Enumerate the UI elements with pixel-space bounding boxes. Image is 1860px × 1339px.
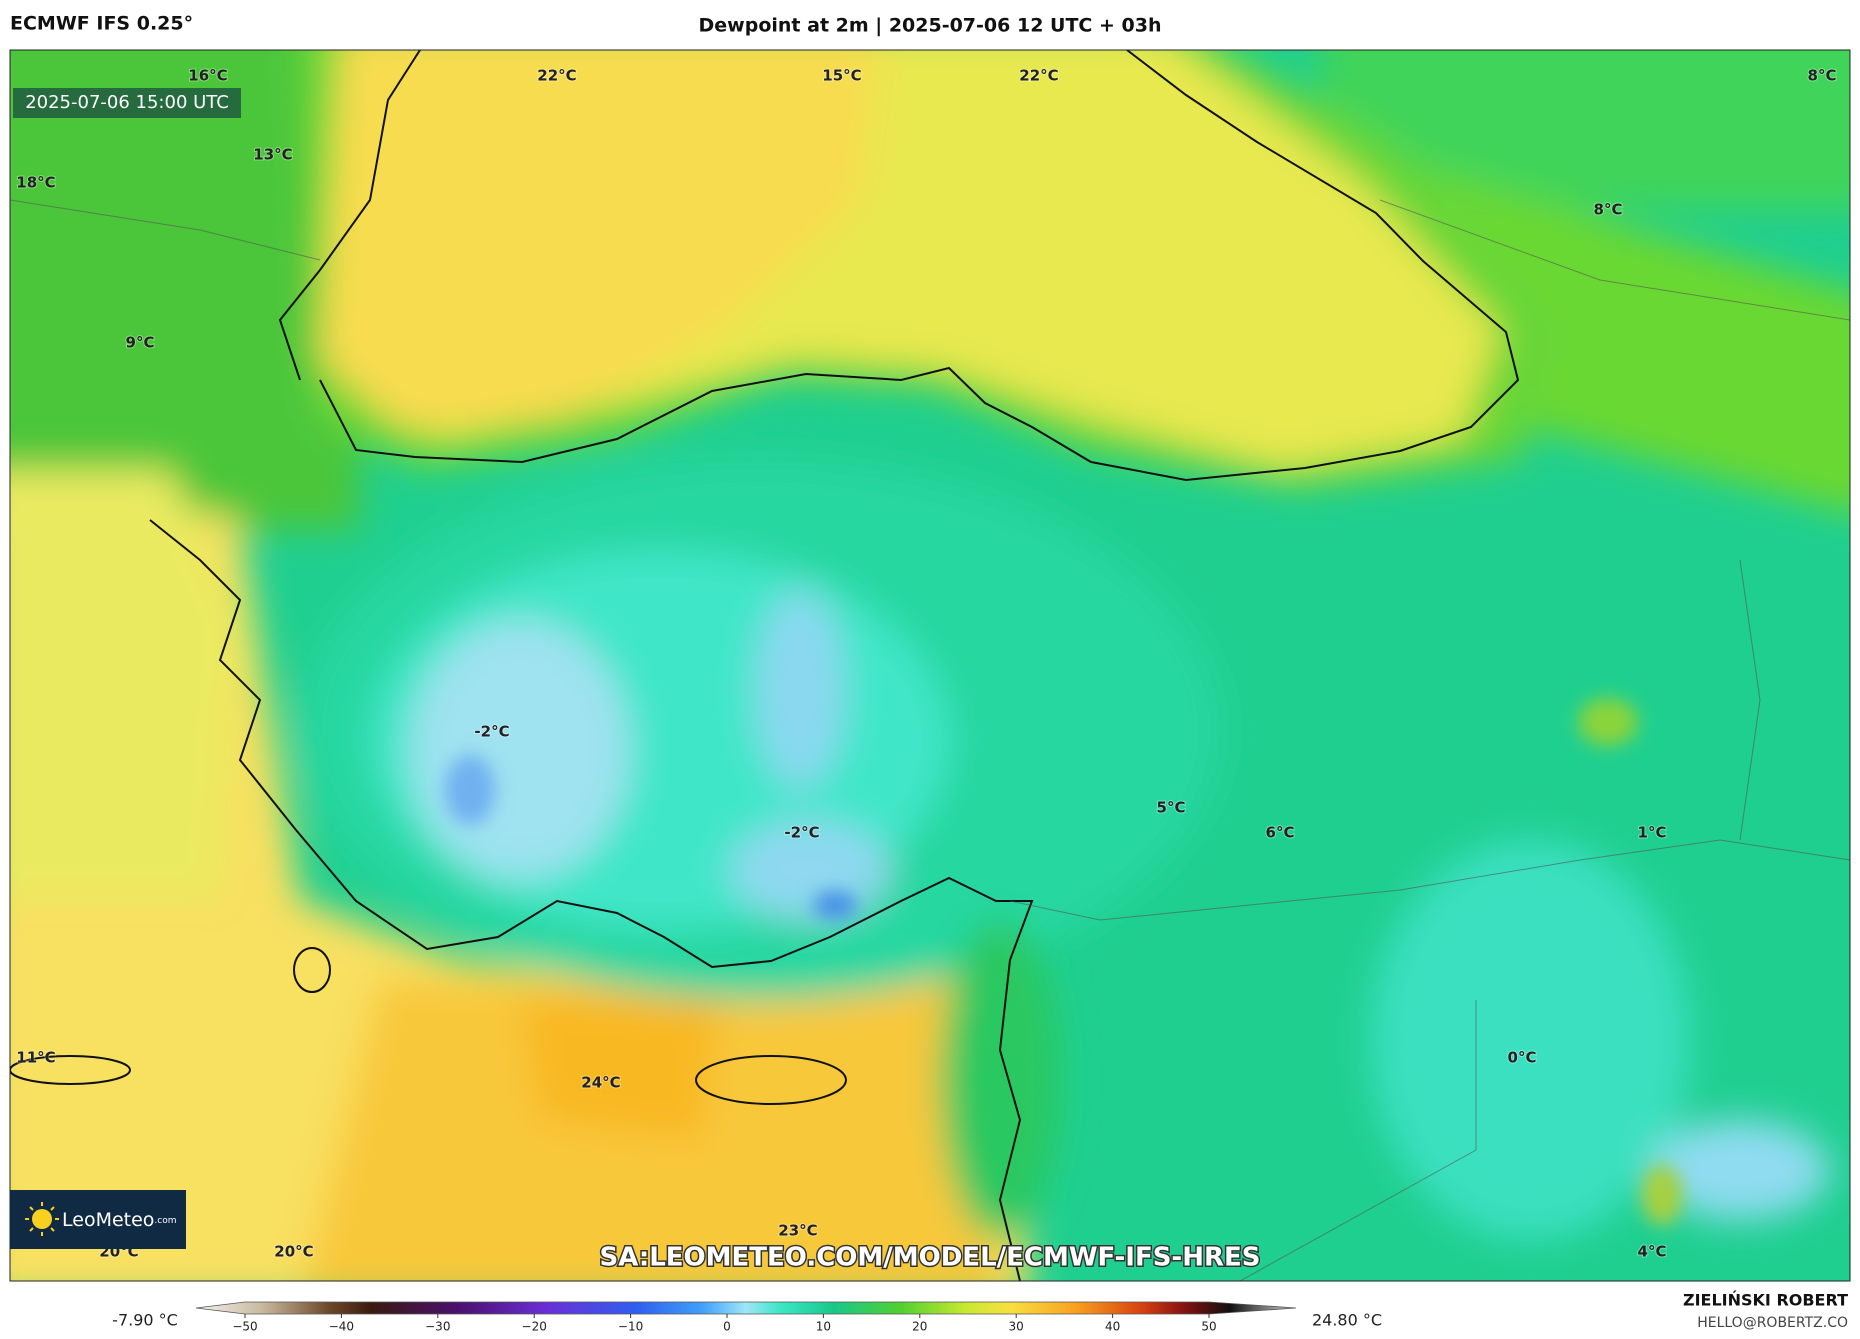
contour-label: 0°C [1508, 1049, 1537, 1067]
author: ZIELIŃSKI ROBERT [1683, 1291, 1848, 1310]
logo-text: LeoMeteo.com [62, 1209, 177, 1231]
contour-label: 1°C [1638, 824, 1667, 842]
colorbar-tick-label: −30 [425, 1320, 450, 1334]
contour-label: 4°C [1638, 1243, 1667, 1261]
local-features [445, 698, 1682, 1225]
contour-label: 16°C [188, 67, 227, 85]
logo-suffix: .com [154, 1216, 176, 1226]
colorbar-tick-label: 20 [912, 1320, 927, 1334]
borders [10, 199, 1850, 1281]
contour-label: 8°C [1594, 201, 1623, 219]
colorbar-tick-label: 0 [723, 1320, 731, 1334]
colorbar-tick-label: −10 [618, 1320, 643, 1334]
timestamp: 2025-07-06 15:00 UTC [25, 92, 229, 113]
contour-label: 18°C [16, 174, 55, 192]
min-label: -7.90 °C [112, 1311, 178, 1330]
contour-label: 13°C [253, 146, 292, 164]
logo-name: LeoMeteo [62, 1209, 154, 1231]
contour-label: 22°C [537, 67, 576, 85]
contour-label: 24°C [581, 1074, 620, 1092]
colorbar-tick-label: −20 [522, 1320, 547, 1334]
contour-label: 15°C [822, 67, 861, 85]
contour-label: 22°C [1019, 67, 1058, 85]
coastlines [10, 50, 1520, 1281]
contour-labels: 22°C 15°C 22°C 8°C 16°C 13°C 18°C 9°C 8°C -2°C -2°… [15, 66, 1837, 1262]
max-label: 24.80 °C [1312, 1311, 1382, 1330]
colorbar-ticks: −50 −40 −30 −20 −10 0 10 20 30 40 50 [232, 1314, 1217, 1334]
colorbar-tick-label: −50 [232, 1320, 257, 1334]
colorbar-tick-label: 30 [1009, 1320, 1024, 1334]
map [10, 50, 1850, 1281]
contour-label: 5°C [1157, 799, 1186, 817]
logo-rays [25, 1202, 59, 1236]
logo-sun [32, 1209, 52, 1229]
map-title: Dewpoint at 2m | 2025-07-06 12 UTC + 03h [699, 15, 1162, 37]
colorbar-tick-label: 10 [816, 1320, 831, 1334]
colorbar-tick-label: −40 [329, 1320, 354, 1334]
model-name: ECMWF IFS 0.25° [10, 13, 193, 35]
watermark: SA:LEOMETEO.COM/MODEL/ECMWF-IFS-HRES [600, 1243, 1261, 1273]
colorbar-scale [195, 1301, 1297, 1315]
contour-label: 20°C [274, 1243, 313, 1261]
timestamp-box [13, 88, 241, 118]
contour-label: 9°C [126, 334, 155, 352]
contour-label: -2°C [784, 824, 819, 842]
colorbar-tick-label: 50 [1201, 1320, 1216, 1334]
contour-label: -2°C [474, 723, 509, 741]
colorbar: −50 −40 −30 −20 −10 0 10 20 30 40 50 [195, 1301, 1297, 1334]
contour-label: 8°C [1808, 67, 1837, 85]
contour-label: 6°C [1266, 824, 1295, 842]
map-frame [9, 49, 1851, 1282]
contour-label: 23°C [778, 1222, 817, 1240]
contour-label: 11°C [16, 1049, 55, 1067]
colorbar-tick-label: 40 [1105, 1320, 1120, 1334]
dewpoint-field [10, 50, 1850, 1281]
email: HELLO@ROBERTZ.CO [1697, 1315, 1848, 1331]
